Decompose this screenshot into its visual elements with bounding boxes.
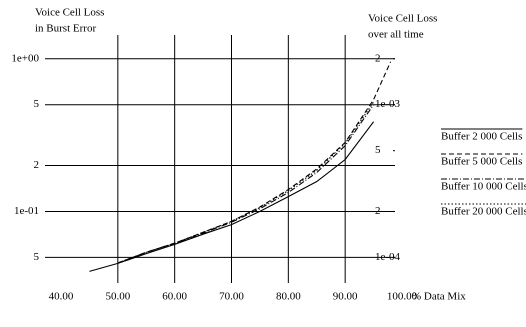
x-tick-label: 100.00 bbox=[387, 291, 418, 303]
y2-tick-label: 1e-04 bbox=[375, 251, 401, 263]
x-tick-label: 70.00 bbox=[219, 291, 244, 303]
x-tick-label: 60.00 bbox=[162, 291, 187, 303]
y-axis-title: Voice Cell Loss bbox=[35, 7, 104, 19]
y2-tick-label: 2 bbox=[375, 205, 381, 217]
x-axis-title: % Data Mix bbox=[412, 291, 466, 303]
legend-label: Buffer 10 000 Cells bbox=[441, 181, 526, 193]
x-tick-label: 80.00 bbox=[276, 291, 301, 303]
y-tick-label: 5 bbox=[34, 98, 40, 110]
y-tick-label: 1e+00 bbox=[11, 52, 39, 64]
y2-tick-label: 5 bbox=[375, 144, 381, 156]
y2-tick-label: 1e-03 bbox=[375, 98, 401, 110]
y-tick-label: 2 bbox=[34, 159, 40, 171]
y2-tick-label: 2 bbox=[375, 52, 381, 64]
y-tick-label: 1e-01 bbox=[14, 205, 39, 217]
y2-axis-title: over all time bbox=[368, 29, 424, 41]
legend-label: Buffer 20 000 Cells bbox=[441, 206, 526, 218]
series-line bbox=[89, 121, 375, 272]
legend-label: Buffer 2 000 Cells bbox=[441, 131, 522, 143]
x-tick-label: 40.00 bbox=[49, 291, 74, 303]
series-line bbox=[117, 101, 375, 264]
y-axis-title: in Burst Error bbox=[35, 23, 96, 35]
series-line bbox=[117, 61, 392, 264]
y-tick-label: 5 bbox=[34, 251, 40, 263]
x-tick-label: 50.00 bbox=[105, 291, 130, 303]
legend-label: Buffer 5 000 Cells bbox=[441, 156, 522, 168]
x-tick-label: 90.00 bbox=[333, 291, 358, 303]
series-line bbox=[117, 104, 375, 264]
y2-axis-title: Voice Cell Loss bbox=[368, 13, 437, 25]
